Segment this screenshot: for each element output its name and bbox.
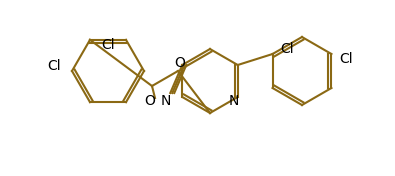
Text: O: O xyxy=(145,94,156,108)
Text: N: N xyxy=(229,94,239,108)
Text: O: O xyxy=(175,56,185,70)
Text: Cl: Cl xyxy=(281,42,294,56)
Text: Cl: Cl xyxy=(340,52,353,66)
Text: Cl: Cl xyxy=(47,59,61,73)
Text: N: N xyxy=(161,94,171,108)
Text: Cl: Cl xyxy=(101,38,115,52)
